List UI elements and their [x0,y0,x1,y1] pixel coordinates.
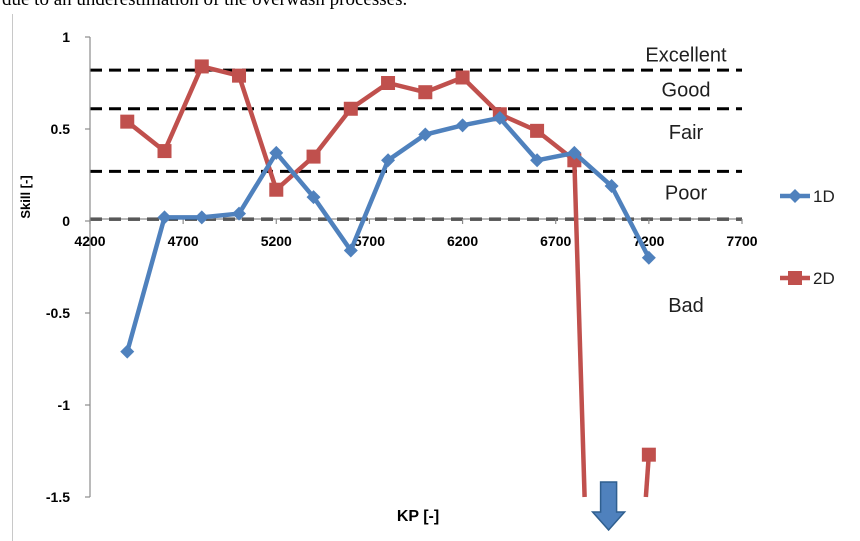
data-point [381,76,396,90]
caption-strip: due to an underestimation of the overwas… [0,0,860,14]
data-point [194,59,209,74]
data-point [343,101,358,116]
data-point [120,114,135,129]
legend: 1D 2D [780,187,835,288]
series-line-off-scale [572,160,587,498]
data-point [157,144,172,159]
axes: 1 0.5 0 -0.5 -1 -1.5 4200 4700 5200 5700 6200 6700 7… [46,29,758,505]
zone-label: Poor [665,183,708,205]
x-tick-label: 7700 [726,233,757,249]
y-tick-label: 0.5 [51,121,71,137]
series-line-off-scale [643,454,652,498]
data-point [641,250,656,265]
off-scale-arrow [590,481,627,532]
x-tick-label: 6200 [447,233,478,249]
data-point [120,344,135,359]
data-point [567,145,582,160]
data-point [157,210,172,225]
data-point [194,210,209,225]
y-tick-label: 1 [62,29,70,45]
legend-item-2D: 2D [780,269,835,288]
data-point [306,190,321,205]
data-point [788,271,802,285]
chart-frame [12,14,859,541]
data-point [530,123,545,138]
data-point [455,118,470,133]
zone-label: Bad [668,295,704,317]
data-point [232,206,247,221]
x-tick-label: 6700 [540,233,571,249]
data-point [418,127,433,142]
series-1D [120,110,656,359]
data-point [604,179,619,194]
data-point [381,153,396,168]
data-point [641,447,656,462]
data-point [788,189,802,203]
x-tick-label: 4700 [168,233,199,249]
data-point [232,68,247,83]
series-2D [120,59,656,498]
threshold-lines [90,68,742,221]
zone-label: Excellent [645,45,727,67]
data-point [530,153,545,168]
x-tick-label: 5200 [261,233,292,249]
data-point [455,70,470,85]
series-group [120,59,656,532]
legend-label: 2D [813,269,835,288]
zone-label: Fair [669,122,704,144]
data-point [418,85,433,100]
data-point [269,182,284,197]
data-point [306,149,321,164]
x-tick-label: 4200 [74,233,105,249]
zone-labels: Excellent Good Fair Poor Bad [645,45,727,317]
y-tick-label: -0.5 [46,305,70,321]
data-point [492,110,507,125]
legend-label: 1D [813,187,835,206]
y-tick-label: -1.5 [46,489,70,505]
legend-item-1D: 1D [780,187,835,206]
x-tick-label: 5700 [354,233,385,249]
y-tick-label: -1 [58,397,71,413]
axis-titles: KP [-] Skill [-] [18,175,439,525]
data-point [343,243,358,258]
x-axis-title: KP [-] [397,508,439,525]
caption-text: due to an underestimation of the overwas… [2,0,407,11]
y-axis-title: Skill [-] [18,175,33,218]
zone-label: Good [662,80,711,102]
y-tick-label: 0 [62,213,70,229]
data-point [269,145,284,160]
